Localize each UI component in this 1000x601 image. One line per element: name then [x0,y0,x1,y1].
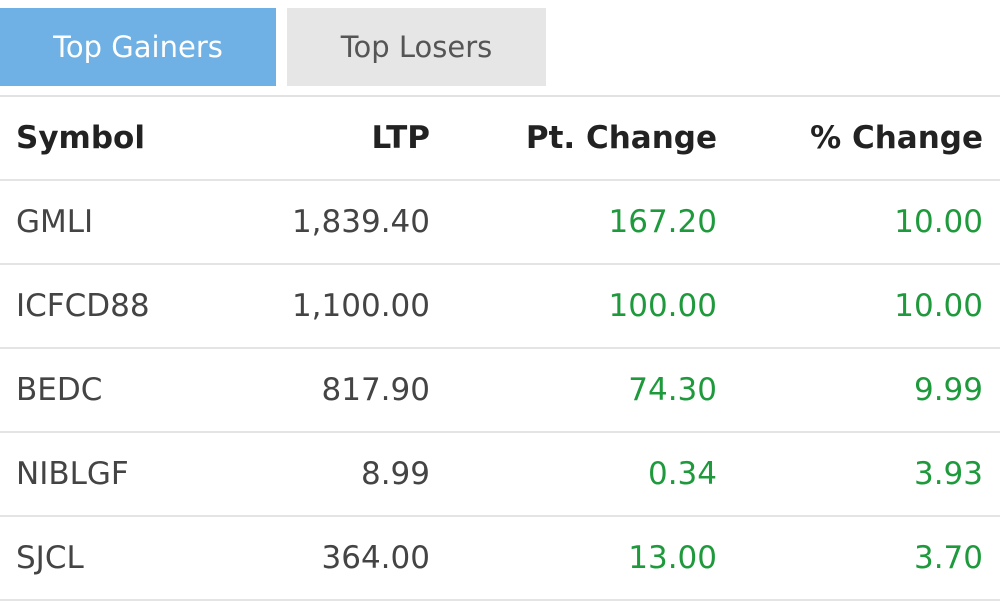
cell-ltp: 1,839.40 [216,180,430,265]
cell-ltp: 8.99 [216,432,430,517]
column-header-ltp: LTP [216,97,430,181]
table-row[interactable]: NIBLGF 8.99 0.34 3.93 [0,432,1000,517]
gainers-table: Symbol LTP Pt. Change % Change GMLI 1,839… [0,97,1000,601]
cell-pt-change: 100.00 [430,264,717,349]
cell-pt-change: 0.34 [430,432,717,517]
cell-pct-change: 10.00 [717,180,1000,265]
cell-pct-change: 3.70 [717,516,1000,601]
cell-pt-change: 167.20 [430,180,717,265]
cell-ltp: 1,100.00 [216,264,430,349]
cell-pt-change: 74.30 [430,348,717,433]
column-header-symbol: Symbol [0,97,216,181]
table-row[interactable]: SJCL 364.00 13.00 3.70 [0,516,1000,601]
cell-symbol[interactable]: BEDC [0,348,216,433]
tab-top-gainers[interactable]: Top Gainers [0,8,276,86]
cell-pct-change: 9.99 [717,348,1000,433]
cell-pct-change: 10.00 [717,264,1000,349]
tab-top-losers[interactable]: Top Losers [287,8,546,86]
tab-divider [0,95,1000,97]
cell-symbol[interactable]: SJCL [0,516,216,601]
cell-pt-change: 13.00 [430,516,717,601]
table-row[interactable]: BEDC 817.90 74.30 9.99 [0,348,1000,433]
cell-ltp: 364.00 [216,516,430,601]
cell-ltp: 817.90 [216,348,430,433]
cell-symbol[interactable]: NIBLGF [0,432,216,517]
table-header-row: Symbol LTP Pt. Change % Change [0,97,1000,181]
table-row[interactable]: ICFCD88 1,100.00 100.00 10.00 [0,264,1000,349]
column-header-pt-change: Pt. Change [430,97,717,181]
column-header-pct-change: % Change [717,97,1000,181]
table-row[interactable]: GMLI 1,839.40 167.20 10.00 [0,180,1000,265]
cell-symbol[interactable]: ICFCD88 [0,264,216,349]
cell-symbol[interactable]: GMLI [0,180,216,265]
cell-pct-change: 3.93 [717,432,1000,517]
